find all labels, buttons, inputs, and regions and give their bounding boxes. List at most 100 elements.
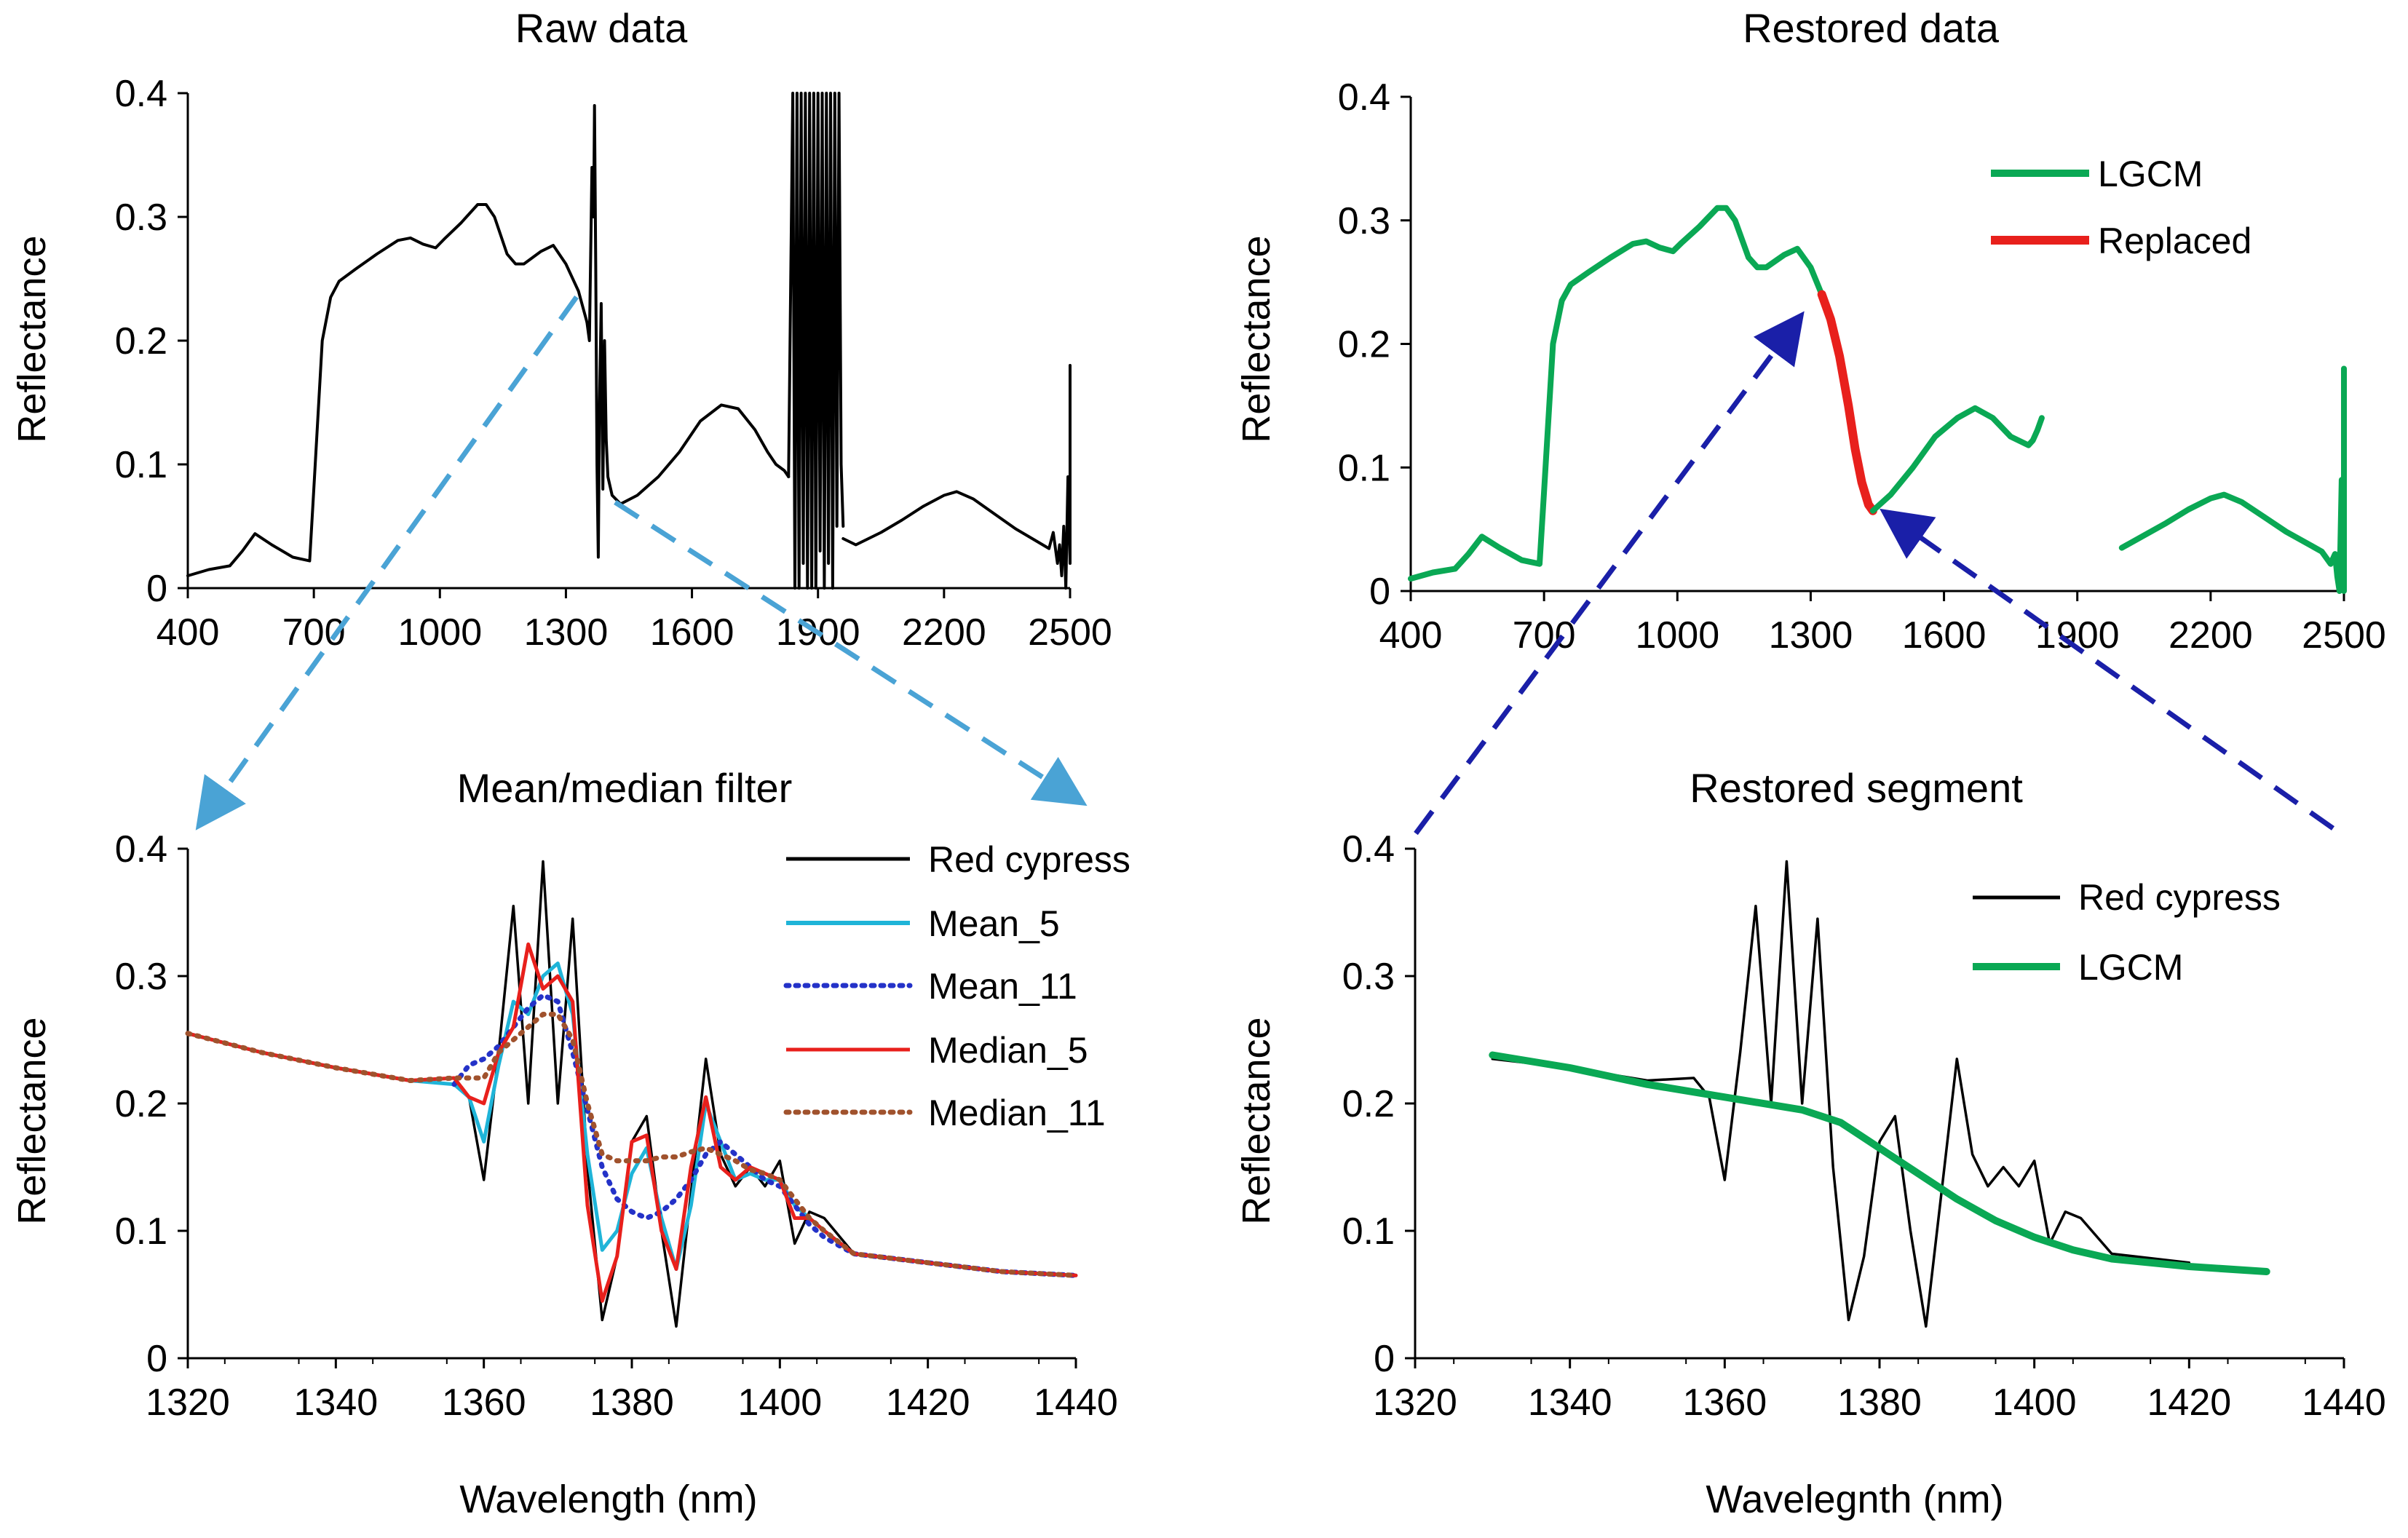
x-tick-label: 2500 [2302, 614, 2386, 657]
y-tick-label: 0.3 [115, 197, 167, 239]
y-tick-label: 0.1 [1338, 447, 1390, 489]
x-tick-label: 1300 [524, 611, 609, 654]
series-layer [186, 92, 1072, 590]
series-median-11 [185, 1012, 1079, 1278]
x-tick-label: 1340 [1528, 1382, 1612, 1424]
x-tick-label: 1600 [1902, 614, 1987, 657]
chart-title: Restored data [1743, 5, 2000, 51]
x-tick-label: 700 [1513, 614, 1576, 657]
y-tick-label: 0 [146, 1338, 167, 1380]
x-tick-label: 2200 [2169, 614, 2253, 657]
arrow-raw-to-filter-right [614, 500, 1088, 806]
legend-label-mean-11: Mean_11 [928, 966, 1077, 1007]
x-tick-label: 400 [1379, 614, 1443, 657]
arrow-segment-to-restored-start [1414, 311, 1805, 836]
x-tick-label: 1000 [1635, 614, 1719, 657]
x-tick-label: 1400 [1992, 1382, 2077, 1424]
x-tick-label: 2200 [902, 611, 986, 654]
series-raw-spectrum-mid [619, 403, 791, 506]
x-tick-label: 1000 [397, 611, 482, 654]
x-tick-label: 1420 [886, 1382, 970, 1424]
y-axis-label: Reflectance [10, 1017, 54, 1224]
x-tick-label: 2500 [1028, 611, 1112, 654]
series-lgcm-mid [1869, 405, 2045, 514]
series-layer [1489, 860, 2270, 1328]
legend-label-mean-5: Mean_5 [928, 903, 1060, 944]
series-lgcm-tail [2118, 365, 2347, 594]
x-tick-label: 1440 [2302, 1382, 2386, 1424]
chart-title: Raw data [515, 5, 688, 51]
series-raw-spectrum-noise-1 [585, 104, 622, 559]
x-tick-label: 1320 [1373, 1382, 1457, 1424]
y-tick-label: 0.4 [1342, 828, 1395, 871]
x-tick-label: 1300 [1769, 614, 1853, 657]
x-tick-label: 1360 [1682, 1382, 1767, 1424]
connector-arrows [195, 295, 2335, 836]
series-raw-spectrum-noise-2 [787, 92, 845, 590]
x-tick-label: 1600 [650, 611, 734, 654]
series-lgcm [1489, 1051, 2270, 1275]
legend-label-red-cypress: Red cypress [2078, 877, 2281, 918]
y-tick-label: 0.1 [1342, 1210, 1395, 1253]
x-tick-label: 400 [157, 611, 220, 654]
x-tick-label: 1340 [293, 1382, 378, 1424]
y-tick-label: 0.2 [1338, 324, 1390, 366]
chart-title: Restored segment [1690, 765, 2023, 811]
series-median-5 [186, 942, 1078, 1303]
series-layer [1408, 205, 2347, 594]
axes: 00.10.20.30.4400700100013001600190022002… [115, 73, 1112, 654]
y-tick-label: 0.4 [1338, 76, 1390, 119]
arrow-raw-to-filter-left [195, 295, 579, 831]
y-tick-label: 0.3 [1342, 956, 1395, 998]
legend: Red cypress Mean_5 Mean_11 Median_5 Medi… [783, 839, 1130, 1133]
legend-label-lgcm: LGCM [2098, 154, 2203, 194]
x-tick-label: 1400 [737, 1382, 822, 1424]
legend-label-replaced: Replaced [2098, 221, 2251, 261]
axes: 0 0.1 0.2 0.3 0.4 1320 1340 1360 1380 1400 1420 144… [115, 828, 1118, 1424]
y-tick-label: 0.3 [115, 956, 167, 998]
x-tick-label: 1320 [146, 1382, 230, 1424]
panel-mean-median-filter: Mean/median filter Reflectance Wavelengt… [10, 765, 1130, 1521]
legend-label-lgcm: LGCM [2078, 947, 2183, 988]
x-axis-label: Wavelegnth (nm) [1706, 1478, 2003, 1521]
y-tick-label: 0.1 [115, 444, 167, 486]
panel-restored-data: Restored data Reflectance 0 0.1 0.2 0.3 0.4 4… [1235, 5, 2386, 657]
y-tick-label: 0 [1369, 571, 1390, 613]
legend-label-median-5: Median_5 [928, 1030, 1088, 1071]
panel-restored-segment: Restored segment Reflectance Wavelegnth … [1235, 765, 2386, 1521]
y-tick-label: 0.2 [115, 1083, 167, 1125]
arrow-segment-to-restored-end [1880, 508, 2335, 831]
x-tick-label: 1380 [1837, 1382, 1922, 1424]
series-replaced [1817, 290, 1877, 515]
legend-label-red-cypress: Red cypress [928, 839, 1130, 880]
y-tick-label: 0.3 [1338, 200, 1390, 242]
y-tick-label: 0 [146, 568, 167, 610]
series-layer [185, 860, 1079, 1328]
y-tick-label: 0.4 [115, 828, 167, 871]
x-tick-label: 1380 [590, 1382, 674, 1424]
y-axis-label: Reflectance [10, 235, 54, 443]
series-lgcm [1408, 205, 1825, 582]
chart-title: Mean/median filter [457, 765, 793, 811]
y-tick-label: 0 [1374, 1338, 1395, 1380]
x-tick-label: 1420 [2147, 1382, 2231, 1424]
y-axis-label: Reflectance [1235, 235, 1278, 443]
series-red-cypress [1491, 860, 2191, 1328]
legend-label-median-11: Median_11 [928, 1093, 1106, 1133]
x-tick-label: 1440 [1034, 1382, 1118, 1424]
legend: LGCM Replaced [1991, 154, 2251, 261]
y-tick-label: 0.2 [1342, 1083, 1395, 1125]
series-mean-11 [451, 992, 1079, 1278]
axes: 0 0.1 0.2 0.3 0.4 1320 1340 1360 1380 1400 1420 144… [1342, 828, 2386, 1424]
y-tick-label: 0.4 [115, 73, 167, 115]
series-raw-spectrum-tail [841, 364, 1072, 590]
x-axis-label: Wavelength (nm) [459, 1478, 757, 1521]
y-axis-label: Reflectance [1235, 1017, 1278, 1224]
x-tick-label: 1360 [442, 1382, 526, 1424]
y-tick-label: 0.2 [115, 320, 167, 362]
series-raw-spectrum [186, 203, 589, 577]
series-red-cypress [186, 860, 1077, 1328]
